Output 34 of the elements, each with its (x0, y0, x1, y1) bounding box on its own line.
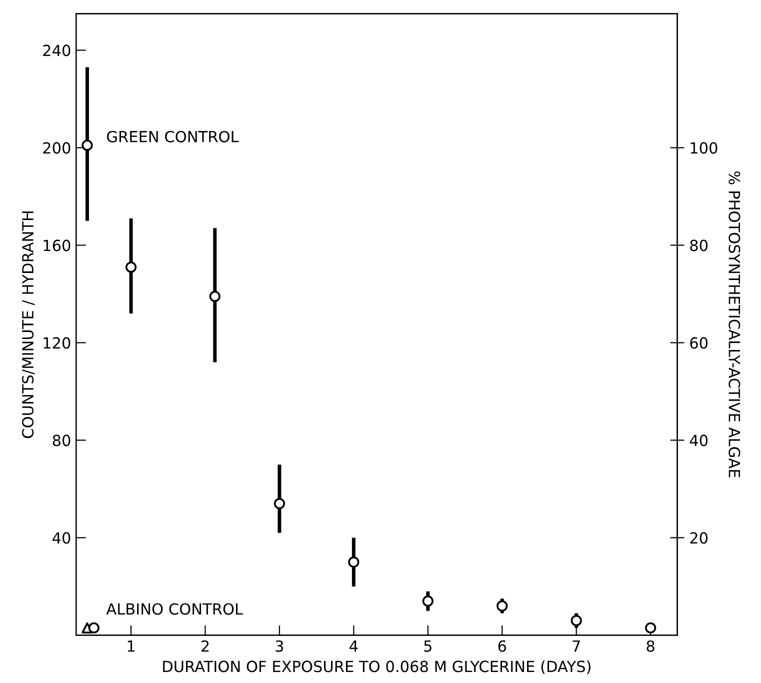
point (570, 615, 582, 626)
x-tick-label: 3 (276, 640, 284, 652)
y2-tick-label: 80 (690, 240, 708, 252)
point (209, 290, 220, 302)
point (82, 140, 93, 151)
y-tick-label: 240 (43, 44, 70, 56)
point (348, 556, 360, 568)
point (274, 498, 286, 510)
y2-tick-label: 40 (690, 434, 708, 446)
y-tick-label: 40 (52, 532, 70, 544)
y2-axis-title: % PHOTOSYNTHETICALLY-ACTIVE ALGAE (728, 171, 740, 478)
x-tick-label: 8 (646, 640, 654, 652)
y-tick-label: 80 (52, 434, 70, 446)
y2-tick-label: 60 (690, 337, 708, 349)
y2-tick-label: 20 (690, 532, 708, 544)
y2-tick-label: 100 (690, 142, 718, 154)
x-axis-title: DURATION OF EXPOSURE TO 0.068 M GLYCERINE (DAYS) (163, 660, 590, 674)
y-axis-title: COUNTS/MINUTE / HYDRANTH (22, 211, 35, 438)
x-tick-label: 7 (572, 640, 580, 652)
point (422, 596, 434, 607)
point (125, 262, 137, 273)
y-tick-label: 120 (44, 337, 70, 349)
point (645, 622, 656, 634)
point (88, 622, 100, 634)
x-tick-label: 2 (202, 640, 209, 652)
point (496, 600, 508, 612)
x-tick-label: 5 (424, 640, 432, 652)
annotation: ALBINO CONTROL (106, 603, 243, 615)
annotation: GREEN CONTROL (107, 130, 239, 142)
x-tick-label: 6 (498, 640, 506, 652)
x-tick-label: 1 (128, 640, 134, 652)
y-tick-label: 200 (43, 142, 70, 154)
y-tick-label: 160 (44, 240, 70, 252)
x-tick-label: 4 (350, 640, 358, 652)
